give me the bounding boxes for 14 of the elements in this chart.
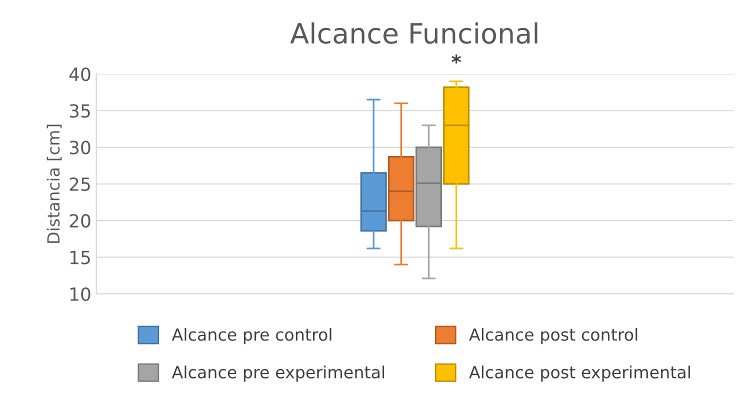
y-tick-label: 30 xyxy=(70,140,90,154)
legend-label: Alcance pre control xyxy=(172,328,332,344)
y-tick-label: 10 xyxy=(70,287,90,301)
y-tick-label: 20 xyxy=(70,214,90,228)
legend-label: Alcance post experimental xyxy=(469,366,690,382)
y-tick-label: 15 xyxy=(70,250,90,264)
y-axis-title: Distancia [cm] xyxy=(46,124,62,243)
chart-title: Alcance Funcional xyxy=(290,22,538,44)
y-tick-label: 35 xyxy=(70,104,90,118)
y-tick-label: 40 xyxy=(69,67,90,82)
y-tick-label: 25 xyxy=(70,177,90,192)
legend-label: Alcance post control xyxy=(469,328,638,344)
legend-label: Alcance pre experimental xyxy=(172,366,384,382)
text: * xyxy=(452,54,462,64)
